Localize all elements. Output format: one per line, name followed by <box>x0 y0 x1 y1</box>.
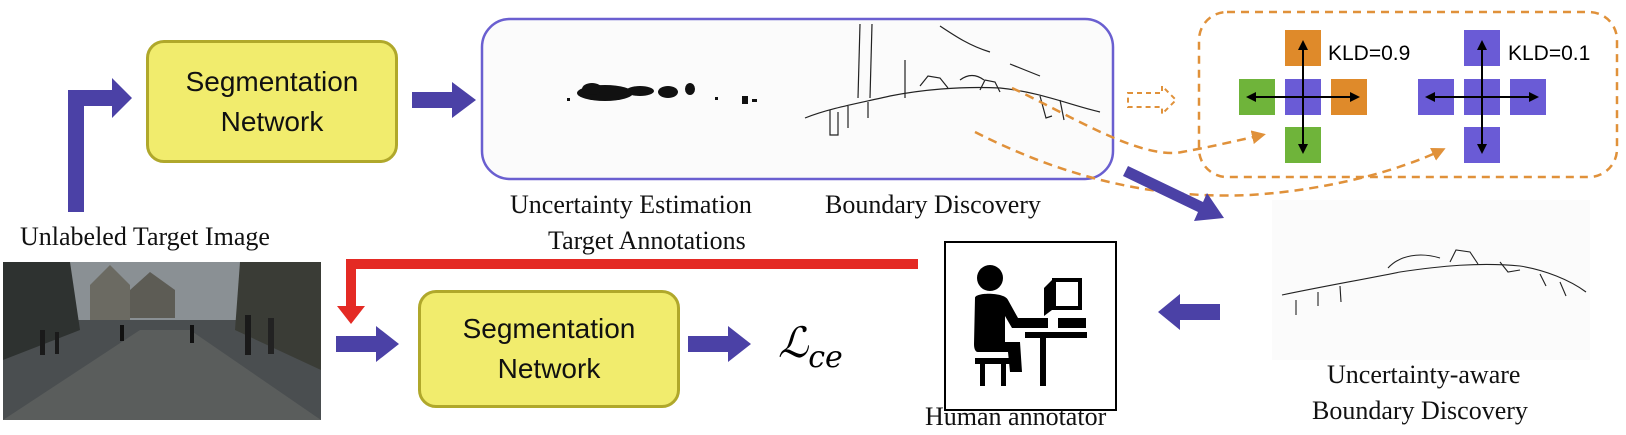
arrow-panel-to-aware-map <box>1123 166 1224 221</box>
caption-boundary-discovery: Boundary Discovery <box>825 190 1041 219</box>
loss-symbol: ℒ <box>778 318 809 367</box>
red-feedback-arrow <box>346 259 918 308</box>
street-scene-image <box>3 262 321 420</box>
caption-uncertainty-aware-line1: Uncertainty-aware <box>1327 360 1521 389</box>
red-feedback-arrowhead <box>337 306 365 324</box>
kld-cross-right <box>1418 30 1546 163</box>
loss-subscript: ce <box>808 340 843 375</box>
human-annotator-icon <box>944 241 1117 411</box>
aware-boundary-map <box>1281 249 1587 315</box>
bottom-segmentation-network: Segmentation Network <box>418 290 680 408</box>
boundary-map <box>804 23 1101 136</box>
dashed-curve-to-right-cross <box>974 130 1446 197</box>
bottom-network-label-line2: Network <box>497 353 601 384</box>
aware-map-frame <box>1272 200 1590 360</box>
uncertainty-panel-frame <box>480 17 1115 181</box>
loss-ce: ℒce <box>778 318 843 375</box>
caption-target-annotations: Target Annotations <box>548 226 746 255</box>
arrow-aware-map-to-annotator <box>1158 294 1220 330</box>
dashed-curve-to-left-cross <box>1011 86 1266 155</box>
caption-uncertainty-estimation: Uncertainty Estimation <box>510 190 752 219</box>
caption-uncertainty-aware-line2: Boundary Discovery <box>1312 396 1528 425</box>
arrow-image-to-bottom-network <box>336 326 399 362</box>
caption-unlabeled-target-image: Unlabeled Target Image <box>20 222 270 251</box>
uncertainty-map <box>567 83 757 104</box>
dashed-arrow-to-kld <box>1127 83 1178 117</box>
kld-right-label: KLD=0.1 <box>1508 42 1591 65</box>
kld-left-label: KLD=0.9 <box>1328 42 1411 65</box>
top-network-label-line1: Segmentation <box>185 65 359 97</box>
arrow-network-to-loss <box>688 326 751 362</box>
kld-cross-left <box>1239 30 1367 163</box>
caption-human-annotator: Human annotator <box>925 402 1107 431</box>
bottom-network-label-line1: Segmentation <box>462 313 636 344</box>
arrow-image-to-top-network <box>68 78 132 212</box>
top-network-label-line2: Network <box>220 105 324 137</box>
top-segmentation-network: Segmentation Network <box>146 40 398 163</box>
arrow-network-to-panel <box>412 82 476 118</box>
